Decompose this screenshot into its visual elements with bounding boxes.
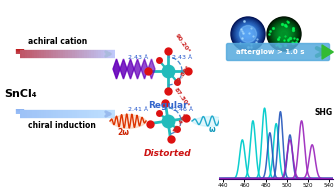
Text: 2.41 Å: 2.41 Å bbox=[128, 107, 148, 112]
Circle shape bbox=[270, 20, 298, 48]
Circle shape bbox=[271, 22, 296, 46]
Circle shape bbox=[237, 23, 259, 45]
Circle shape bbox=[232, 18, 264, 50]
Polygon shape bbox=[141, 59, 148, 79]
Circle shape bbox=[269, 19, 299, 49]
Polygon shape bbox=[127, 59, 134, 79]
Text: chiral induction: chiral induction bbox=[28, 122, 96, 130]
Circle shape bbox=[236, 22, 260, 46]
Text: afterglow > 1.0 s: afterglow > 1.0 s bbox=[236, 49, 304, 55]
Circle shape bbox=[231, 17, 265, 51]
Circle shape bbox=[273, 23, 295, 45]
Circle shape bbox=[276, 26, 292, 42]
Text: 2.46 Å: 2.46 Å bbox=[173, 107, 193, 112]
FancyArrowPatch shape bbox=[322, 45, 333, 59]
Circle shape bbox=[280, 30, 288, 38]
Text: Regular: Regular bbox=[148, 101, 188, 110]
Text: ω: ω bbox=[209, 125, 215, 134]
Text: Distorted: Distorted bbox=[144, 149, 192, 158]
Circle shape bbox=[244, 30, 252, 38]
Circle shape bbox=[268, 18, 300, 50]
FancyBboxPatch shape bbox=[226, 43, 330, 60]
Circle shape bbox=[274, 24, 294, 44]
Circle shape bbox=[243, 29, 253, 39]
Circle shape bbox=[245, 31, 251, 37]
Circle shape bbox=[240, 26, 256, 43]
Text: 2.43 Å: 2.43 Å bbox=[172, 55, 192, 60]
Text: 2.43 Å: 2.43 Å bbox=[128, 55, 148, 60]
Circle shape bbox=[279, 29, 289, 39]
Text: SHG: SHG bbox=[315, 108, 333, 117]
Circle shape bbox=[238, 24, 258, 44]
Text: 90.20°: 90.20° bbox=[174, 33, 191, 54]
Text: 89.40°: 89.40° bbox=[172, 112, 189, 134]
Circle shape bbox=[242, 27, 255, 41]
Circle shape bbox=[278, 27, 291, 41]
Text: SnCl₄: SnCl₄ bbox=[4, 89, 37, 99]
Text: 89.80°: 89.80° bbox=[174, 64, 191, 86]
Circle shape bbox=[239, 25, 257, 43]
Circle shape bbox=[233, 19, 263, 49]
Text: 87.30°: 87.30° bbox=[173, 86, 190, 108]
Text: 2ω: 2ω bbox=[117, 128, 129, 137]
Text: achiral cation: achiral cation bbox=[28, 36, 87, 46]
Circle shape bbox=[235, 20, 262, 48]
Circle shape bbox=[281, 31, 287, 37]
Polygon shape bbox=[113, 59, 120, 79]
Polygon shape bbox=[134, 59, 141, 79]
Polygon shape bbox=[120, 59, 127, 79]
Circle shape bbox=[275, 25, 293, 43]
Circle shape bbox=[240, 26, 256, 42]
Polygon shape bbox=[148, 59, 155, 79]
Circle shape bbox=[267, 17, 301, 51]
